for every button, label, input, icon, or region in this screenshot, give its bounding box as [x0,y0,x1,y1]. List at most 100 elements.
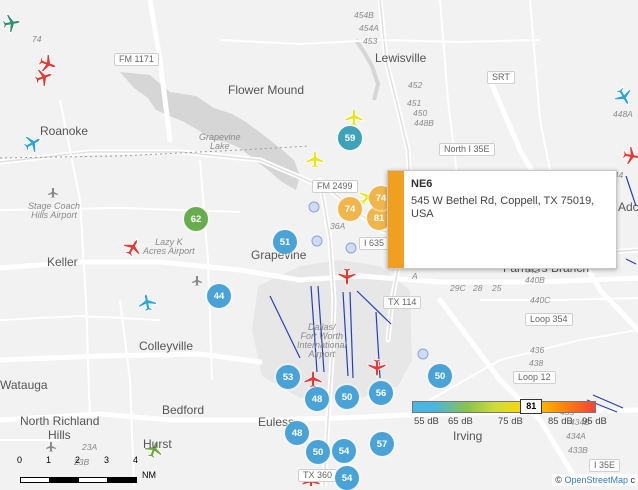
noise-monitor-marker[interactable]: 59 [338,126,362,150]
place-label: 454A [359,23,379,33]
aircraft-icon[interactable] [1,13,23,34]
noise-scale-label: 95 dB [582,416,607,427]
place-label: I 35E [589,459,621,472]
place-label: Euless [258,415,295,429]
place-label: 440B [525,275,545,285]
aircraft-icon[interactable] [21,131,46,156]
scale-segment [107,477,137,483]
place-label: 25 [492,283,502,293]
place-label: 454B [354,10,374,20]
aircraft-icon[interactable] [305,149,325,169]
small-monitor-dot[interactable] [417,348,429,360]
place-label: Hurst [143,437,172,451]
airport-icon [48,188,58,198]
aircraft-icon[interactable] [142,437,165,460]
aircraft-icon[interactable] [121,235,146,260]
noise-monitor-marker[interactable]: 50 [306,440,330,464]
noise-color-scale [412,401,596,413]
place-label: Flower Mound [228,83,305,97]
county-line [0,145,311,159]
popup-title: NE6 [411,178,433,190]
noise-monitor-marker[interactable]: 50 [335,385,359,409]
place-label: FM 2499 [312,180,358,193]
place-label: 438 [529,358,544,368]
place-label: Irving [453,429,483,443]
place-label: 448A [613,109,633,119]
small-monitor-dot[interactable] [311,235,323,247]
osm-link[interactable]: OpenStreetMap [564,475,628,485]
place-label: 434A [566,431,586,441]
place-label: 36A [330,221,346,231]
aircraft-icon[interactable] [367,358,387,378]
place-label: North I 35E [439,143,495,156]
aircraft-icon[interactable] [612,85,637,110]
place-label: TX 360 [298,469,338,482]
noise-scale-label: 75 dB [498,416,523,427]
aircraft-icon[interactable] [32,65,55,88]
place-label: Lewisville [375,51,427,65]
scale-segment [49,477,79,483]
noise-monitor-marker[interactable]: 48 [305,387,329,411]
flight-track [356,290,392,325]
flight-track [349,291,354,379]
noise-monitor-marker[interactable]: 56 [369,381,393,405]
noise-monitor-marker[interactable]: 54 [332,439,356,463]
aircraft-icon[interactable] [137,292,158,313]
place-label: 23B [74,457,90,467]
place-label: 452 [408,80,423,90]
place-label: Loop 12 [513,371,556,384]
noise-monitor-marker[interactable]: 54 [335,466,359,490]
place-label: Watauga [0,378,48,392]
place-label: Grapevine Lake [199,132,241,151]
place-label: FM 1171 [114,53,159,66]
aircraft-icon[interactable] [337,267,357,287]
airport-icon [46,442,56,452]
noise-monitor-marker[interactable]: 48 [285,421,309,445]
noise-scale-label: 85 dB [548,416,573,427]
place-label: 448B [414,118,434,128]
place-label: 28 [473,283,483,293]
noise-monitor-marker[interactable]: 62 [184,207,208,231]
place-label: 450 [413,108,428,118]
scale-tick-label: 3 [104,455,110,465]
scale-tick-label: 4 [133,455,139,465]
aircraft-icon[interactable] [36,52,59,75]
aircraft-icon[interactable] [621,145,638,167]
small-monitor-dot[interactable] [308,201,320,213]
noise-monitor-marker[interactable]: 44 [207,284,231,308]
flight-track [592,394,624,409]
popup-address: 545 W Bethel Rd, Coppell, TX 75019, USA [411,195,595,220]
flight-track [342,291,349,377]
noise-monitor-marker[interactable]: 53 [276,365,300,389]
place-label: Hills [48,428,71,442]
place-label: 442 [525,265,540,275]
place-label: 433B [568,445,588,455]
place-label: SRT [487,71,515,84]
place-label: 453 [363,36,378,46]
attribution-prefix: © [555,475,565,485]
noise-scale-label: 55 dB [414,416,439,427]
current-level-badge: 81 [520,399,543,414]
place-label: TX 114 [383,296,422,309]
noise-monitor-marker[interactable]: 51 [273,230,297,254]
place-label: Dallas/Fort Worth International Airport [297,322,347,359]
flight-track [625,258,637,265]
flight-tracks [269,175,637,413]
place-label: A [412,271,418,281]
monitor-popup[interactable]: NE6 545 W Bethel Rd, Coppell, TX 75019, … [387,170,617,427]
noise-monitor-marker[interactable]: 74 [338,197,362,221]
place-label: 29C [450,283,466,293]
popup-accent [388,171,404,268]
place-label: Stage Coach Hills Airport [28,201,81,220]
place-label: I 635 [359,237,390,250]
noise-monitor-marker[interactable]: 57 [370,432,394,456]
place-label: 436 [530,345,545,355]
place-label: 440C [530,295,551,305]
small-markers [308,201,429,360]
attribution-suffix: c [627,475,635,485]
noise-monitor-marker[interactable]: 50 [428,364,452,388]
small-monitor-dot[interactable] [345,242,357,254]
place-label: 74 [32,34,42,44]
place-label: Loop 354 [525,313,573,326]
aircraft-icon[interactable] [344,107,364,127]
